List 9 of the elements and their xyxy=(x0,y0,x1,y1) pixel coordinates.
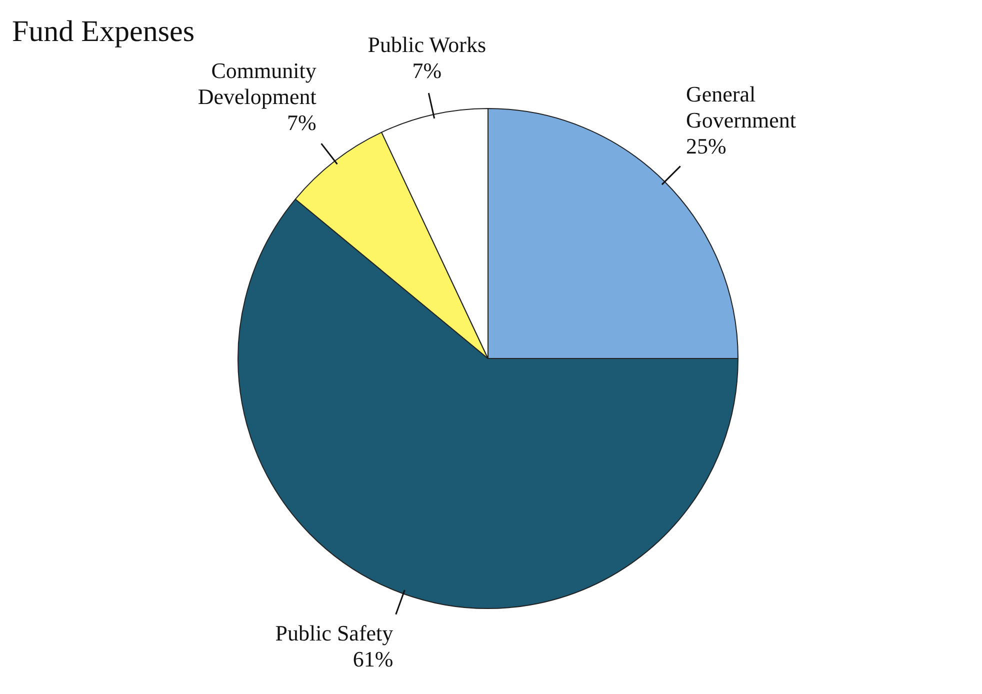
chart-title: Fund Expenses xyxy=(12,14,194,48)
data-label: 7% xyxy=(412,58,442,84)
slice-label: General Government xyxy=(686,81,796,132)
slice-label: Public Works xyxy=(368,32,486,58)
slice-label: Community Development xyxy=(198,58,316,110)
slice-label: Public Safety xyxy=(275,620,394,646)
data-label: 61% xyxy=(352,646,394,672)
data-label: 25% xyxy=(686,133,726,158)
data-label: 7% xyxy=(287,110,316,136)
